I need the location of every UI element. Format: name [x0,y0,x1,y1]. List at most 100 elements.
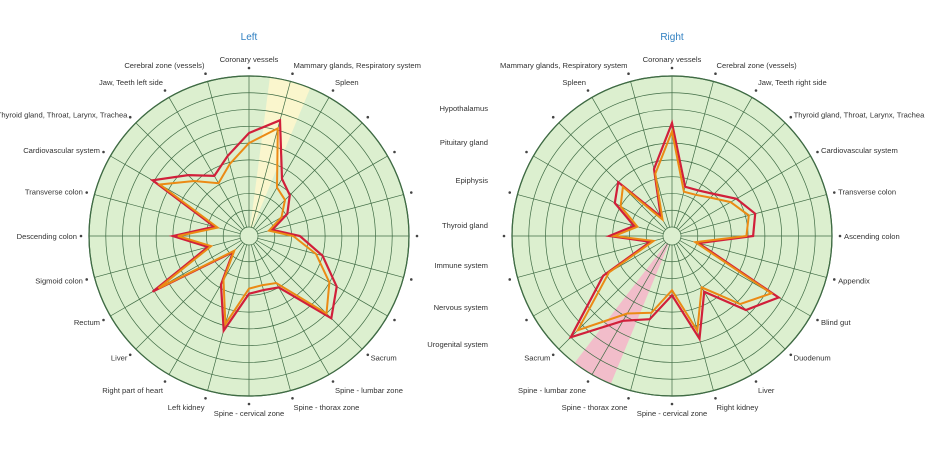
left-grid-spoke [207,244,248,391]
right-axis-dot [714,396,717,400]
left-axis-label: Liver [111,354,128,363]
left-grid-spoke [253,243,330,375]
right-axis-dot [789,353,793,357]
left-axis-label: Descending colon [17,232,77,241]
right-axis-dot [832,191,836,194]
right-grid-spoke [673,244,714,391]
right-grid-spoke [680,194,827,235]
right-axis-label: Ascending colon [844,232,900,241]
right-axis-dot [627,72,630,76]
side-label: Immune system [434,261,488,270]
left-grid-spoke [250,244,291,391]
left-axis-dot [102,318,105,322]
left-axis-dot [409,278,413,281]
right-grid-spoke [517,194,664,235]
left-axis-label: Coronary vessels [220,55,279,64]
left-axis-label: Cerebral zone (vessels) [124,61,205,70]
left-axis-label: Right part of heart [102,386,164,395]
left-axis-label: Cardiovascular system [23,146,100,155]
left-axis-label: Jaw, Teeth left side [99,78,163,87]
left-radar-chart: Coronary vessels Mammary glands, Respirat… [0,32,421,418]
left-grid-spoke [94,237,241,278]
right-axis-dot [508,191,512,194]
left-axis-label: Sacrum [371,354,397,363]
right-axis-dot [586,380,590,383]
left-grid-spoke [135,122,243,230]
right-axis-dot [816,150,819,154]
left-axis-dot [331,89,335,92]
left-grid-spoke [255,242,363,350]
right-axis-dot [525,318,528,322]
left-grid-spoke [257,237,404,278]
left-axis-dot [204,396,207,400]
right-axis-label: Duodenum [794,354,831,363]
left-axis-dot [128,115,132,119]
left-grid-spoke [255,122,363,230]
side-label: Pituitary gland [440,138,488,147]
right-grid-spoke [678,242,786,350]
left-axis-dot [85,278,89,281]
right-grid-spoke [591,97,668,229]
right-axis-label: Sacrum [524,354,550,363]
right-grid-spoke [673,81,714,228]
right-axis-label: Appendix [838,277,870,286]
side-label-column: Hypothalamus Pituitary gland Epiphysis Thyr… [427,104,488,349]
left-axis-dot [247,402,251,406]
side-label: Epiphysis [456,176,489,185]
right-axis-dot [714,72,717,76]
left-grid-spoke [256,240,388,317]
right-axis-label: Right kidney [717,403,759,412]
left-axis-label: Rectum [74,318,100,327]
right-axis-dot [502,234,506,238]
right-grid-spoke [591,243,668,375]
right-radar-chart: Coronary vessels Cerebral zone (vessels) J… [500,32,925,418]
right-axis-dot [525,150,528,154]
side-label: Urogenital system [427,340,488,349]
right-axis-label: Liver [758,386,775,395]
side-label: Hypothalamus [439,104,488,113]
right-axis-label: Spine - thorax zone [562,403,628,412]
right-grid-spoke [558,122,666,230]
left-axis-label: Thyroid gland, Throat, Larynx, Trachea [0,110,128,119]
right-axis-label: Blind gut [821,318,851,327]
left-axis-dot [415,234,419,238]
right-axis-label: Coronary vessels [643,55,702,64]
left-axis-dot [79,234,83,238]
right-axis-dot [838,234,842,238]
left-grid-spoke [110,240,242,317]
left-axis-label: Sigmoid colon [35,277,83,286]
right-grid-spoke [533,155,665,232]
left-axis-dot [128,353,132,357]
right-axis-dot [754,89,758,92]
side-label: Thyroid gland [442,221,488,230]
right-axis-dot [670,66,674,70]
right-axis-dot [832,278,836,281]
right-axis-label: Cerebral zone (vessels) [717,61,798,70]
right-axis-dot [789,115,793,119]
left-axis-dot [102,150,105,154]
right-highlight-sector [574,243,669,384]
right-axis-dot [754,380,758,383]
left-axis-dot [409,191,413,194]
right-grid-spoke [676,97,753,229]
left-axis-label: Mammary glands, Respiratory system [294,61,421,70]
left-grid-spoke [250,81,291,228]
left-grid-spoke [110,155,242,232]
right-grid-spoke [680,237,827,278]
right-grid-spoke [517,237,664,278]
right-grid-spoke [679,240,811,317]
right-axis-dot [551,115,555,119]
left-chart-title: Left [241,32,258,43]
left-axis-dot [291,396,294,400]
left-axis-label: Spleen [335,78,359,87]
left-series-1-line [149,118,338,334]
left-axis-label: Transverse colon [25,188,83,197]
left-axis-dot [204,72,207,76]
right-grid-spoke [533,240,665,317]
left-grid-spoke [135,242,243,350]
right-series-2-line [575,127,774,334]
left-series-2-line [157,126,331,328]
right-grid-spoke [678,122,786,230]
right-axis-label: Mammary glands, Respiratory system [500,61,627,70]
